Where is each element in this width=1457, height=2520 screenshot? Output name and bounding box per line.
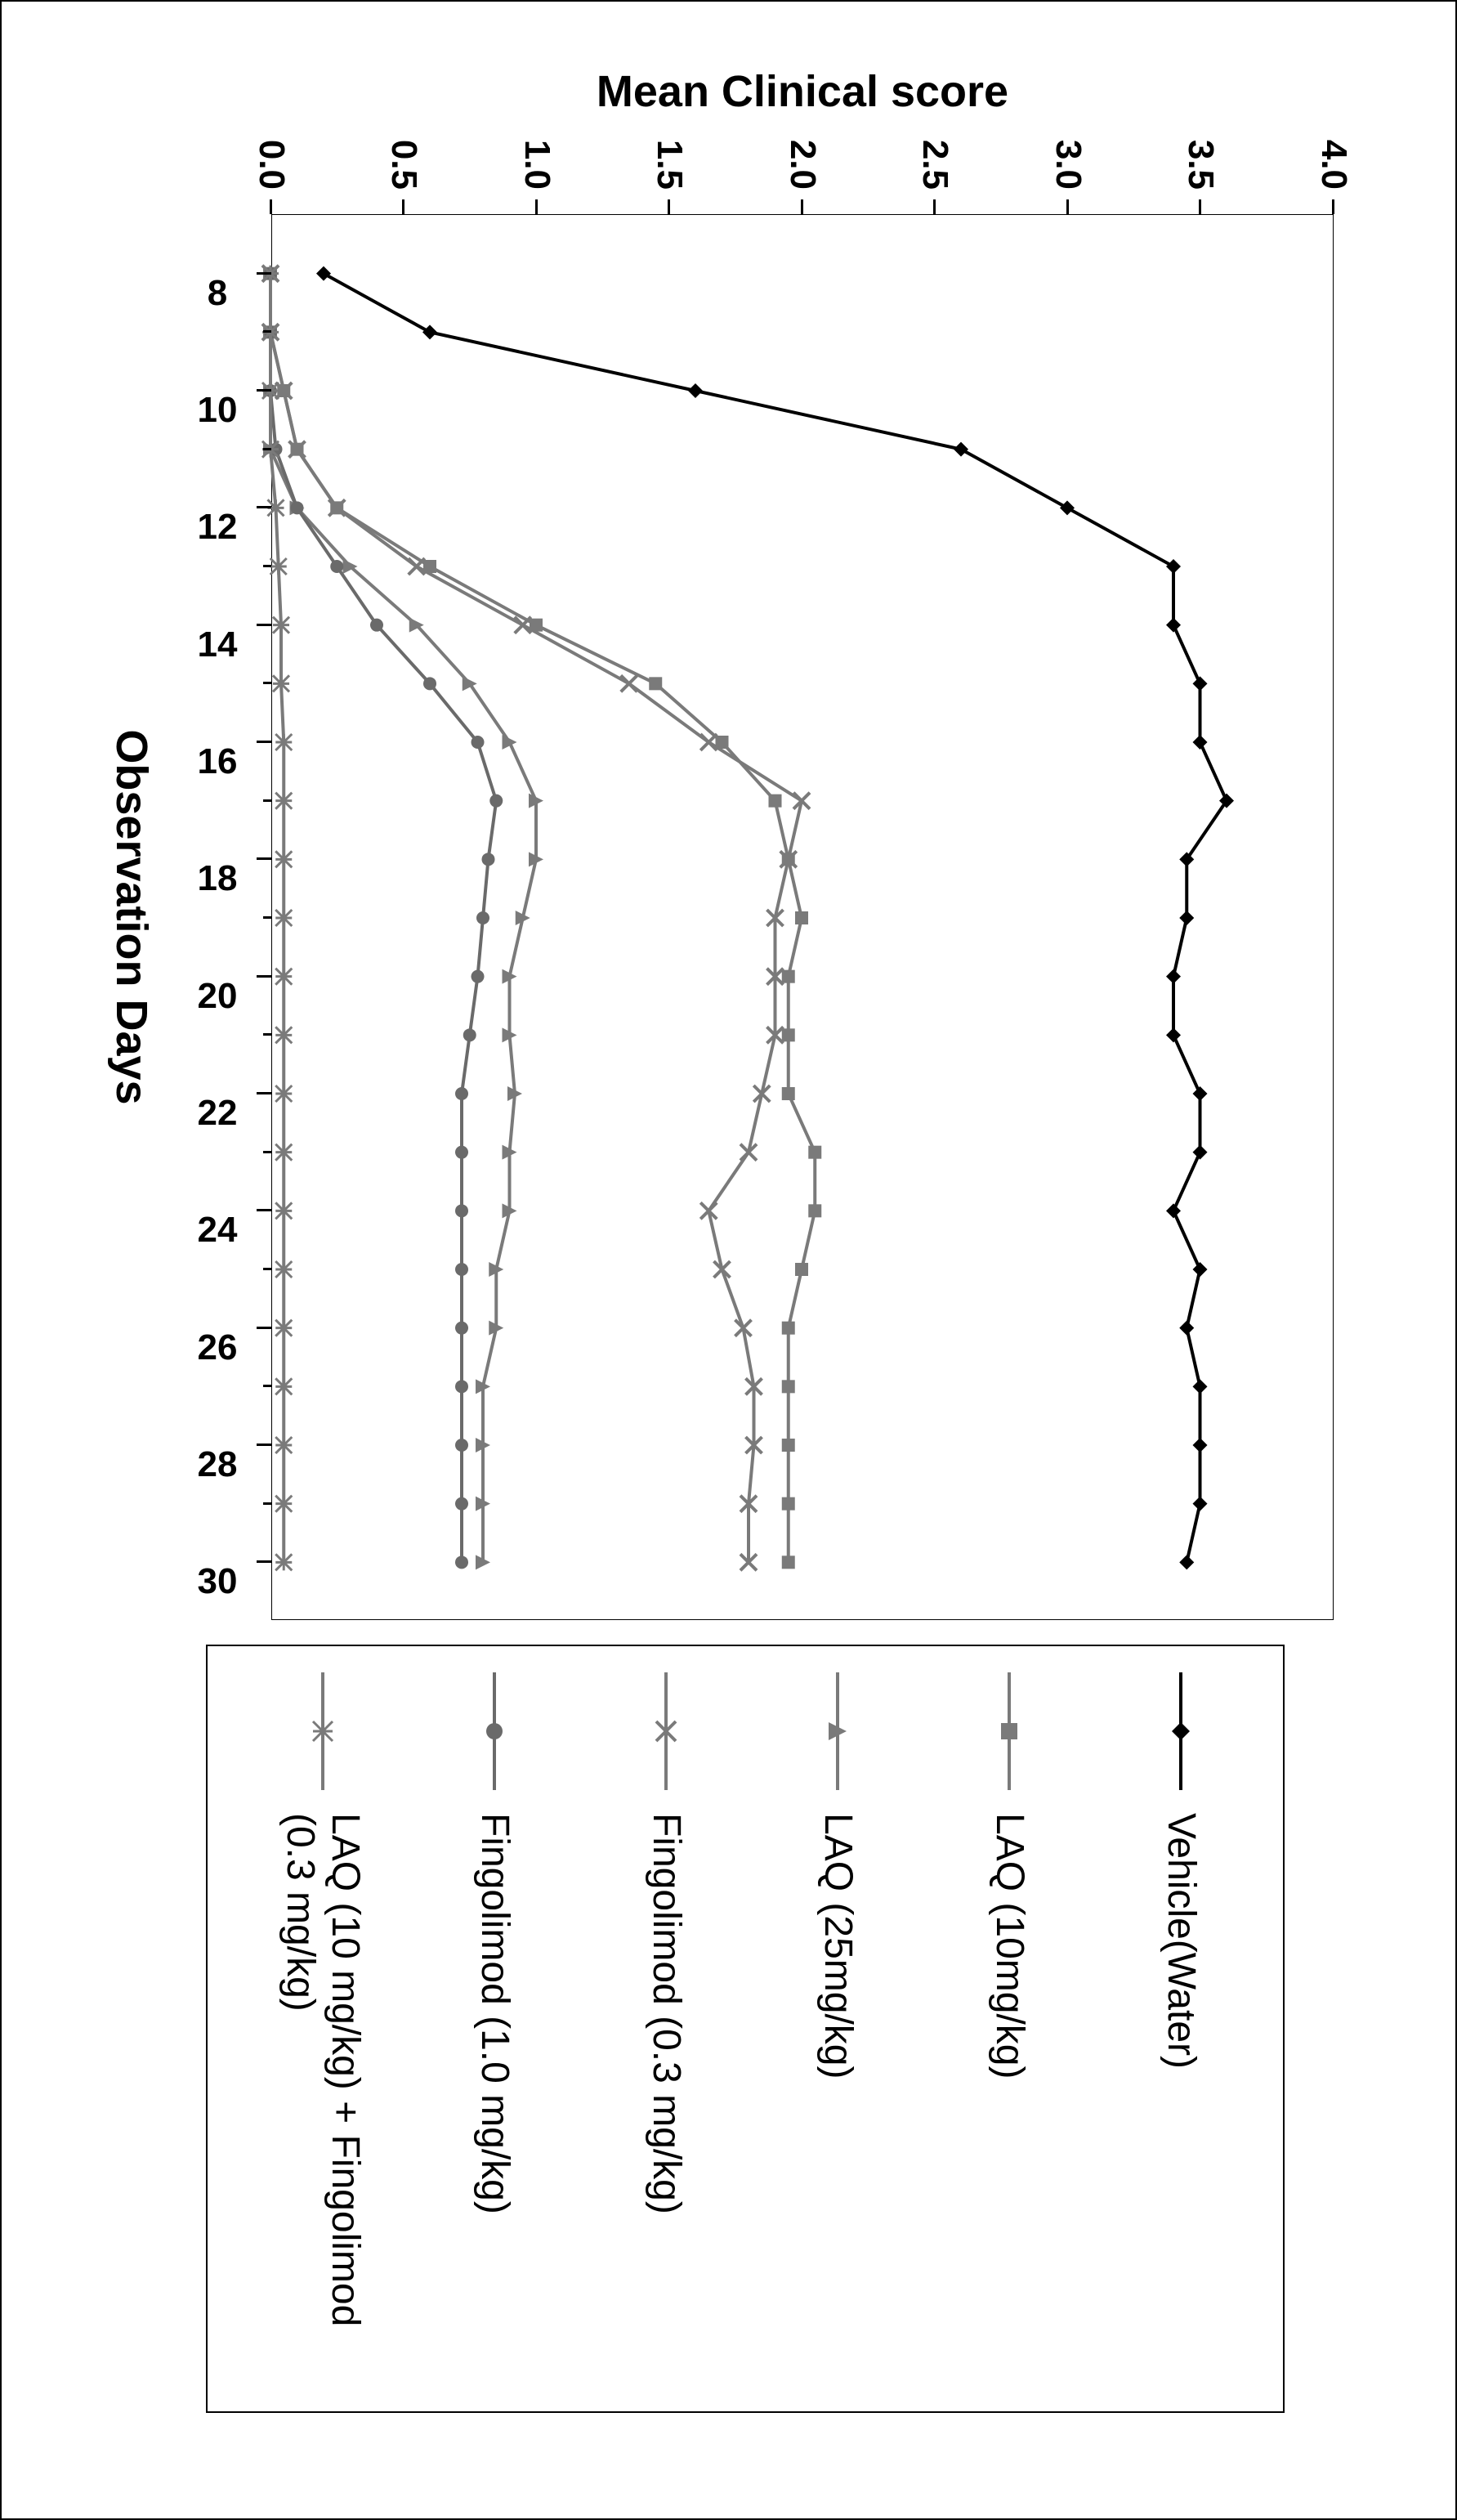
tick-label: 2.5	[914, 139, 955, 189]
axis-tick	[263, 1385, 271, 1387]
legend-swatch	[752, 1666, 923, 1797]
legend-label: Vehicle(Water)	[1158, 1813, 1203, 2069]
axis-tick	[263, 1033, 271, 1036]
tick-label: 2.0	[782, 139, 823, 189]
tick-label: 16	[197, 741, 237, 782]
legend-item: Vehicle(Water)	[1095, 1666, 1267, 2392]
axis-tick	[263, 682, 271, 684]
axis-tick	[263, 799, 271, 801]
tick-label: 1.0	[516, 139, 557, 189]
tick-label: 28	[197, 1444, 237, 1485]
legend-label: LAQ (25mg/kg)	[815, 1813, 860, 2079]
axis-tick	[257, 1560, 271, 1563]
tick-label: 26	[197, 1327, 237, 1367]
page-frame: Mean Clinical score Observation Days 0.0…	[0, 0, 1457, 2520]
legend-item: Fingolimod (1.0 mg/kg)	[409, 1666, 580, 2392]
legend-label: LAQ (10mg/kg)	[986, 1813, 1031, 2079]
axis-tick	[263, 916, 271, 919]
axis-tick	[402, 199, 404, 214]
tick-label: 0.0	[251, 139, 292, 189]
tick-label: 22	[197, 1093, 237, 1134]
chart-figure: Mean Clinical score Observation Days 0.0…	[26, 34, 1432, 2486]
axis-tick	[263, 565, 271, 567]
axis-tick	[1332, 199, 1334, 214]
axis-tick	[257, 857, 271, 860]
legend-label: Fingolimod (0.3 mg/kg)	[643, 1813, 688, 2214]
legend-label: Fingolimod (1.0 mg/kg)	[472, 1813, 516, 2214]
axis-tick	[257, 741, 271, 743]
tick-label: 18	[197, 858, 237, 899]
legend-item: Fingolimod (0.3 mg/kg)	[580, 1666, 752, 2392]
axis-tick	[257, 1444, 271, 1446]
axis-tick	[1199, 199, 1201, 214]
axis-tick	[257, 623, 271, 625]
tick-label: 3.5	[1180, 139, 1221, 189]
tick-label: 1.5	[649, 139, 690, 189]
axis-tick	[263, 1502, 271, 1504]
tick-label: 20	[197, 975, 237, 1016]
tick-label: 8	[207, 272, 226, 313]
axis-tick	[257, 1092, 271, 1094]
tick-label: 24	[197, 1210, 237, 1251]
axis-tick	[535, 199, 538, 214]
tick-label: 10	[197, 390, 237, 431]
legend-swatch	[237, 1666, 409, 1797]
axis-tick	[263, 447, 271, 450]
axis-tick	[257, 271, 271, 274]
legend-label: LAQ (10 mg/kg) + Fingolimod (0.3 mg/kg)	[277, 1813, 367, 2326]
legend-item: LAQ (10 mg/kg) + Fingolimod (0.3 mg/kg)	[237, 1666, 409, 2392]
axis-tick	[257, 389, 271, 392]
legend: Vehicle(Water) LAQ (10mg/kg) LAQ (25mg/kg)…	[206, 1645, 1285, 2413]
legend-swatch	[1095, 1666, 1267, 1797]
tick-label: 30	[197, 1561, 237, 1602]
tick-label: 12	[197, 507, 237, 548]
axis-tick	[257, 1326, 271, 1328]
legend-item: LAQ (25mg/kg)	[752, 1666, 923, 2392]
axis-tick	[1066, 199, 1069, 214]
legend-item: LAQ (10mg/kg)	[923, 1666, 1095, 2392]
legend-swatch	[580, 1666, 752, 1797]
axis-tick	[801, 199, 803, 214]
axis-tick	[270, 199, 272, 214]
legend-swatch	[923, 1666, 1095, 1797]
tick-label: 14	[197, 624, 237, 665]
axis-tick	[668, 199, 670, 214]
rotated-canvas: Mean Clinical score Observation Days 0.0…	[26, 34, 1432, 2486]
axis-tick	[263, 330, 271, 333]
tick-label: 4.0	[1313, 139, 1354, 189]
axis-tick	[257, 974, 271, 977]
axis-tick	[263, 1268, 271, 1270]
axis-tick	[257, 506, 271, 508]
axis-tick	[257, 1209, 271, 1211]
tick-label: 0.5	[383, 139, 424, 189]
tick-label: 3.0	[1048, 139, 1088, 189]
legend-swatch	[409, 1666, 580, 1797]
axis-tick	[263, 1150, 271, 1153]
axis-tick	[933, 199, 936, 214]
